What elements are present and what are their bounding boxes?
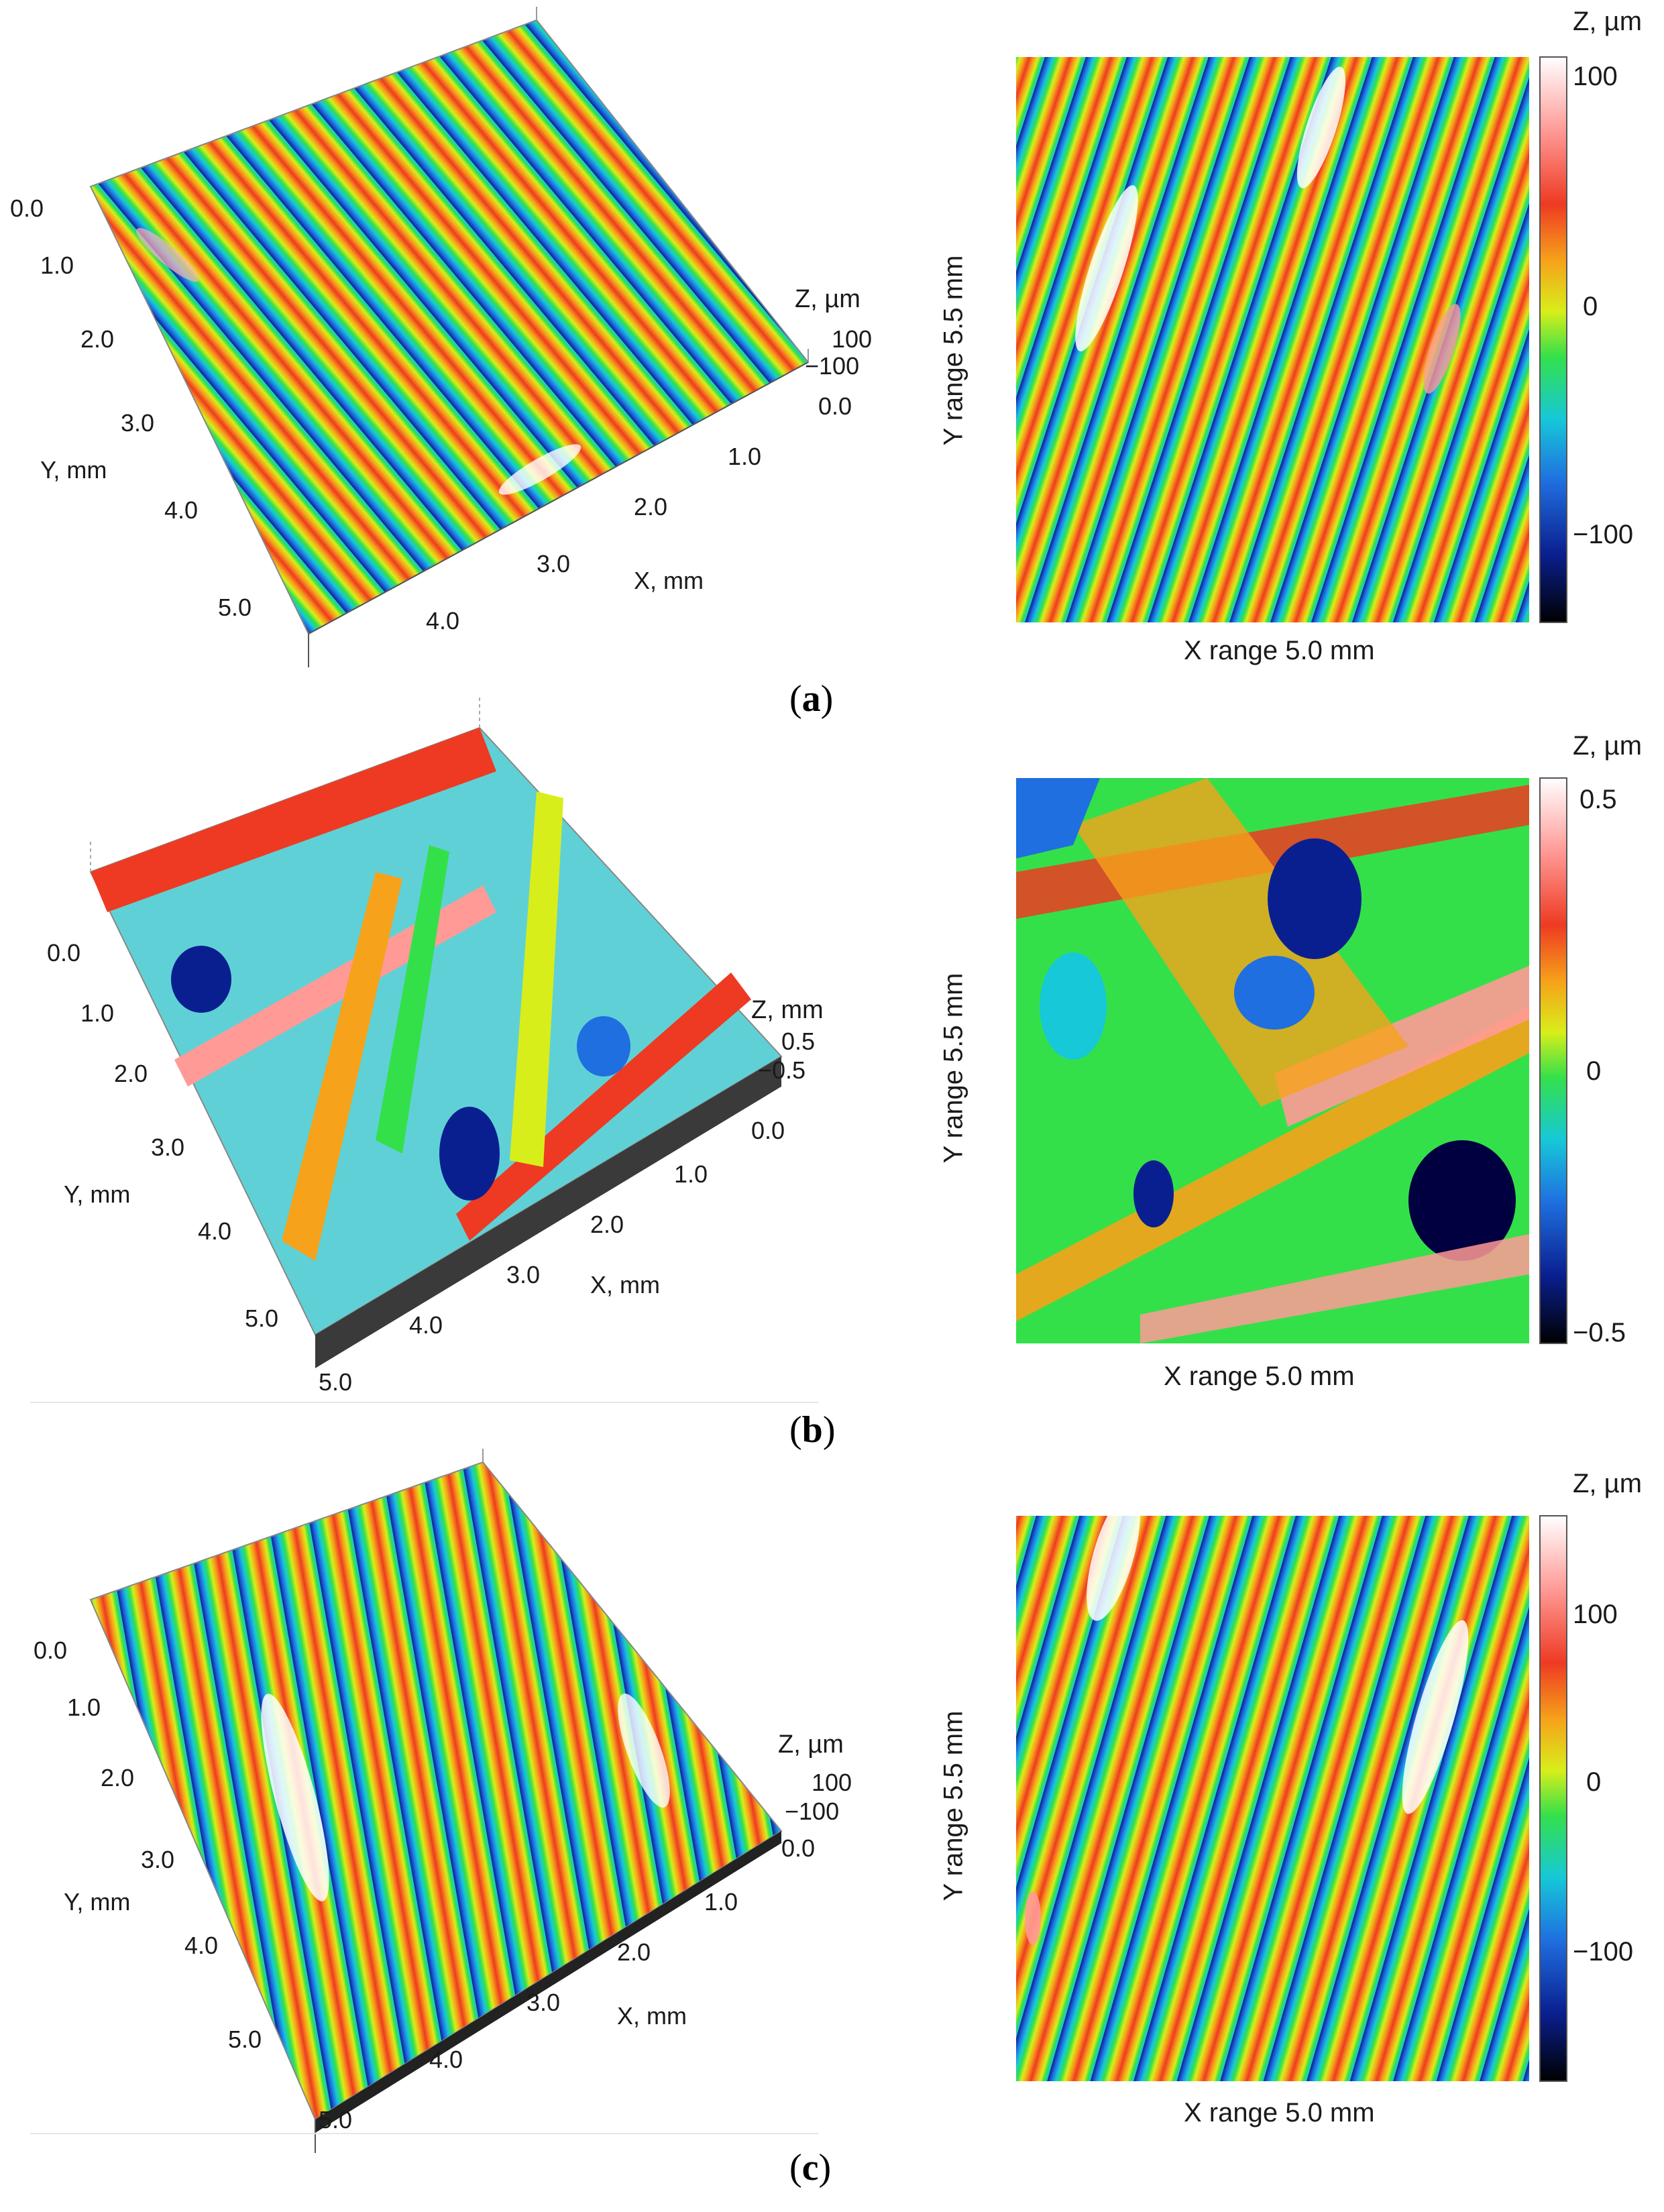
panel-divider — [30, 1402, 818, 1403]
x-tick: 4.0 — [409, 1311, 443, 1339]
y-tick: 0.0 — [47, 939, 81, 966]
x-tick: 5.0 — [319, 1368, 353, 1396]
caption-letter: a — [801, 678, 821, 720]
surface3d-a — [89, 7, 810, 667]
colorbar-tick: −100 — [1573, 520, 1634, 549]
x-tick: 5.0 — [319, 2106, 353, 2134]
z-tick: −0.5 — [758, 1056, 806, 1084]
surface3d-c — [89, 1449, 783, 2153]
x-tick: 2.0 — [590, 1211, 624, 1238]
colorbar-tick: 0 — [1586, 1056, 1602, 1086]
y-axis-label: Y, mm — [64, 1888, 131, 1916]
colorbar-tick: −0.5 — [1573, 1318, 1626, 1347]
map2d-a — [1016, 56, 1567, 623]
x-tick: 3.0 — [526, 1989, 561, 2016]
z-tick: 100 — [832, 325, 873, 353]
colorbar-tick: 100 — [1573, 62, 1618, 91]
map2d-c — [1016, 1491, 1567, 2082]
y-axis-label: Y, mm — [40, 456, 107, 484]
y-tick: 5.0 — [228, 2026, 262, 2053]
y-tick: 3.0 — [121, 409, 155, 437]
surface3d-b — [89, 698, 783, 1368]
y-tick: 2.0 — [80, 325, 115, 353]
x-tick: 2.0 — [617, 1938, 651, 1966]
y-tick: 1.0 — [80, 999, 115, 1027]
y-tick: 2.0 — [114, 1060, 148, 1087]
colorbar-tick: 0 — [1586, 1767, 1602, 1797]
colorbar-tick: 0 — [1583, 292, 1598, 321]
y-range-label: Y range 5.5 mm — [938, 255, 968, 446]
caption-letter: c — [801, 2147, 819, 2189]
z-axis-label: Z, µm — [795, 285, 861, 313]
x-tick: 1.0 — [674, 1160, 708, 1188]
z-tick: 0.5 — [781, 1028, 816, 1055]
y-tick: 4.0 — [198, 1217, 232, 1245]
caption-a: (a) — [789, 678, 834, 720]
y-tick: 5.0 — [218, 594, 252, 621]
x-tick: 0.0 — [781, 1834, 816, 1862]
y-tick: 4.0 — [164, 496, 199, 524]
caption-letter: b — [801, 1409, 823, 1451]
y-tick: 0.0 — [34, 1637, 68, 1664]
z-tick: −100 — [785, 1798, 840, 1825]
x-tick: 3.0 — [537, 550, 571, 577]
y-tick: 1.0 — [40, 252, 74, 279]
y-tick: 1.0 — [67, 1694, 101, 1721]
y-range-label: Y range 5.5 mm — [938, 1710, 968, 1901]
caption-b: (b) — [789, 1409, 836, 1451]
x-range-label: X range 5.0 mm — [1184, 636, 1375, 665]
y-range-label: Y range 5.5 mm — [938, 973, 968, 1164]
y-tick: 2.0 — [101, 1764, 135, 1791]
y-axis-label: Y, mm — [64, 1180, 131, 1208]
colorbar-title: Z, µm — [1573, 1469, 1643, 1498]
x-axis-label: X, mm — [634, 567, 704, 594]
map2d-b — [1016, 777, 1567, 1344]
x-range-label: X range 5.0 mm — [1184, 2098, 1375, 2127]
z-axis-label: Z, mm — [751, 996, 824, 1024]
y-tick: 4.0 — [184, 1932, 219, 1959]
x-axis-label: X, mm — [590, 1271, 660, 1298]
colorbar-tick: 0.5 — [1579, 785, 1617, 814]
x-tick: 3.0 — [506, 1261, 541, 1288]
y-tick: 5.0 — [245, 1305, 279, 1332]
colorbar-title: Z, µm — [1573, 731, 1643, 761]
x-tick: 0.0 — [751, 1117, 785, 1144]
x-tick: 4.0 — [429, 2046, 463, 2073]
panel-divider — [30, 2133, 818, 2134]
x-tick: 0.0 — [818, 392, 852, 420]
colorbar-tick: 100 — [1573, 1600, 1618, 1629]
x-range-label: X range 5.0 mm — [1164, 1362, 1355, 1391]
caption-c: (c) — [789, 2147, 832, 2189]
x-tick: 4.0 — [426, 607, 460, 634]
colorbar-title: Z, µm — [1573, 7, 1643, 36]
y-tick: 3.0 — [151, 1133, 185, 1161]
z-axis-label: Z, µm — [778, 1730, 844, 1759]
z-tick: −100 — [805, 352, 860, 380]
z-tick: 100 — [812, 1769, 852, 1796]
x-tick: 1.0 — [728, 443, 762, 470]
x-tick: 1.0 — [704, 1888, 738, 1916]
colorbar-tick: −100 — [1573, 1937, 1634, 1967]
x-axis-label: X, mm — [617, 2002, 687, 2030]
y-tick: 0.0 — [10, 195, 44, 222]
x-tick: 2.0 — [634, 493, 668, 520]
y-tick: 3.0 — [141, 1846, 175, 1873]
